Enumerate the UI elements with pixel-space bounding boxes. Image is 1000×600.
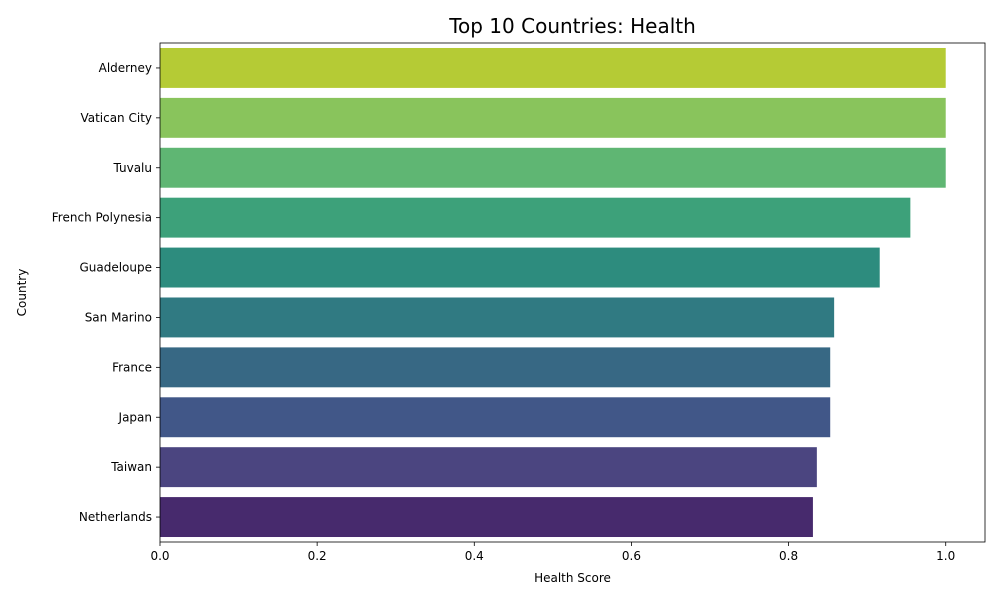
bar <box>160 247 880 288</box>
plot-frame <box>159 42 986 543</box>
bar <box>160 197 911 238</box>
y-tick-label: Netherlands <box>79 510 152 524</box>
bar <box>160 47 946 88</box>
y-tick-label: French Polynesia <box>52 211 152 225</box>
y-tick-label: Alderney <box>99 61 152 75</box>
bar <box>160 497 813 538</box>
y-tick-label: Japan <box>118 410 152 424</box>
x-axis-ticks: 0.0 0.2 0.4 0.6 0.8 1.0 <box>150 542 955 563</box>
bar <box>160 147 946 188</box>
y-tick-label: Vatican City <box>80 111 152 125</box>
bar <box>160 97 946 138</box>
y-tick-label: Taiwan <box>110 460 152 474</box>
y-tick-label: Guadeloupe <box>79 261 152 275</box>
axes-frame <box>159 42 986 543</box>
bar <box>160 347 831 388</box>
bar <box>160 397 831 438</box>
y-tick-label: France <box>112 360 152 374</box>
chart-title: Top 10 Countries: Health <box>448 14 696 38</box>
x-tick-label: 0.6 <box>622 549 641 563</box>
bar <box>160 297 835 338</box>
y-axis-title: Country <box>15 269 29 317</box>
bar <box>160 447 817 488</box>
y-tick-label: Tuvalu <box>112 161 152 175</box>
x-tick-label: 0.0 <box>150 549 169 563</box>
x-axis-title: Health Score <box>534 571 611 585</box>
x-tick-label: 0.2 <box>308 549 327 563</box>
x-tick-label: 1.0 <box>936 549 955 563</box>
x-tick-label: 0.4 <box>465 549 484 563</box>
x-tick-label: 0.8 <box>779 549 798 563</box>
bars-group <box>160 47 946 538</box>
y-tick-label: San Marino <box>85 310 152 324</box>
y-axis-ticks: Alderney Vatican City Tuvalu French Polynes… <box>52 61 160 524</box>
